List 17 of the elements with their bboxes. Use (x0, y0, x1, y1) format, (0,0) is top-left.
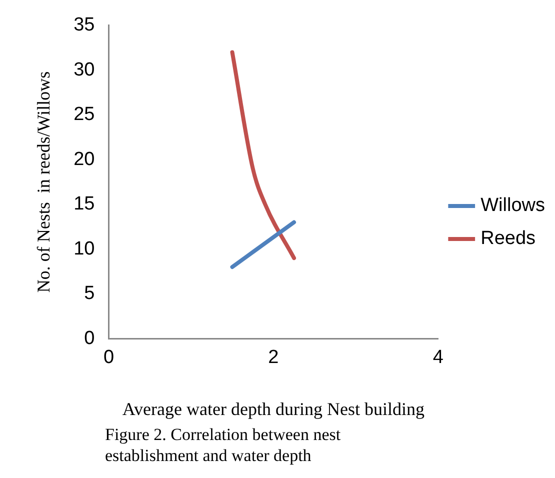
y-tick-label: 15 (74, 194, 95, 215)
y-axis-title: No. of Nests in reeds/Willows (34, 71, 54, 293)
x-axis-title: Average water depth during Nest building (122, 398, 424, 419)
y-tick-label: 35 (74, 14, 95, 36)
x-tick-label: 0 (103, 347, 114, 368)
y-tick-label: 20 (74, 148, 95, 170)
y-tick-label: 0 (84, 328, 95, 349)
y-tick-label: 10 (74, 238, 95, 260)
y-tick-label: 30 (74, 59, 95, 80)
y-tick-label: 25 (74, 104, 95, 126)
legend-label: Willows (480, 195, 546, 216)
y-tick-label: 5 (84, 283, 95, 304)
legend-label: Reeds (480, 228, 536, 250)
line-series (230, 50, 296, 260)
x-tick-label: 4 (432, 347, 444, 368)
x-tick-label: 2 (268, 347, 279, 368)
caption: Figure 2. Correlation between nest establishment and water depth (105, 424, 342, 466)
